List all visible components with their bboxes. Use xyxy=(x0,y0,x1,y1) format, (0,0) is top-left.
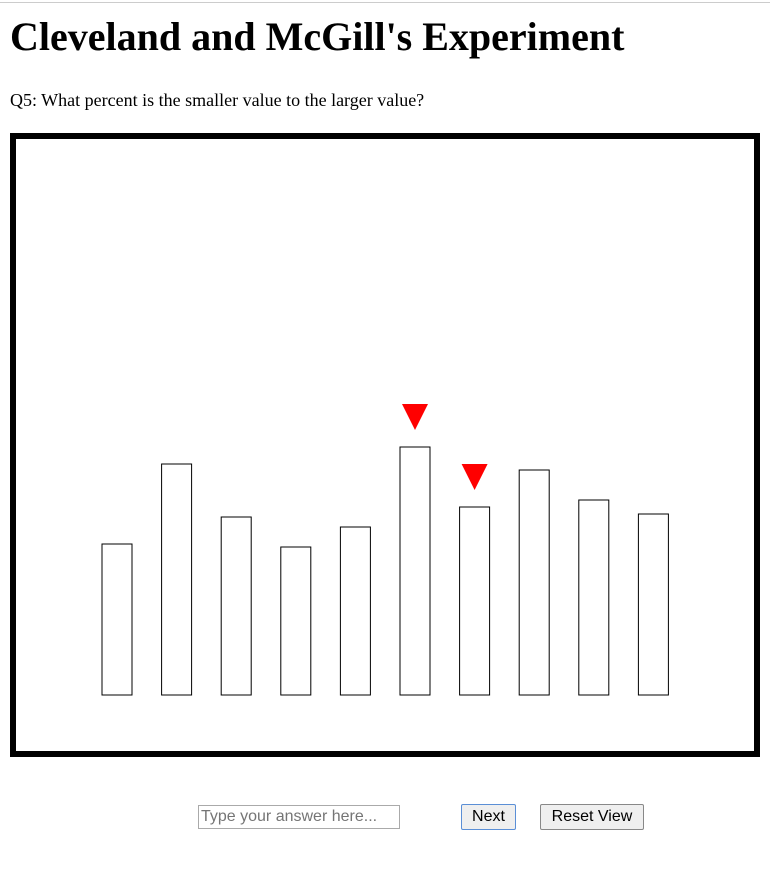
bar xyxy=(101,543,133,696)
bar xyxy=(161,463,193,696)
bar xyxy=(399,446,431,696)
top-border xyxy=(0,2,770,3)
bar-marker xyxy=(402,404,428,430)
page-title: Cleveland and McGill's Experiment xyxy=(10,14,625,59)
bar xyxy=(518,469,550,696)
next-button[interactable]: Next xyxy=(461,804,516,830)
bar xyxy=(459,506,491,696)
reset-button[interactable]: Reset View xyxy=(540,804,644,830)
bar xyxy=(339,526,371,696)
bar xyxy=(637,513,669,696)
question: Q5: What percent is the smaller value to… xyxy=(10,90,425,110)
bar xyxy=(220,516,252,696)
bar-marker xyxy=(461,464,488,490)
bar xyxy=(280,546,312,696)
chart-frame xyxy=(10,133,760,757)
chart xyxy=(101,404,669,696)
answer-input[interactable] xyxy=(198,805,400,829)
bar xyxy=(578,499,610,696)
